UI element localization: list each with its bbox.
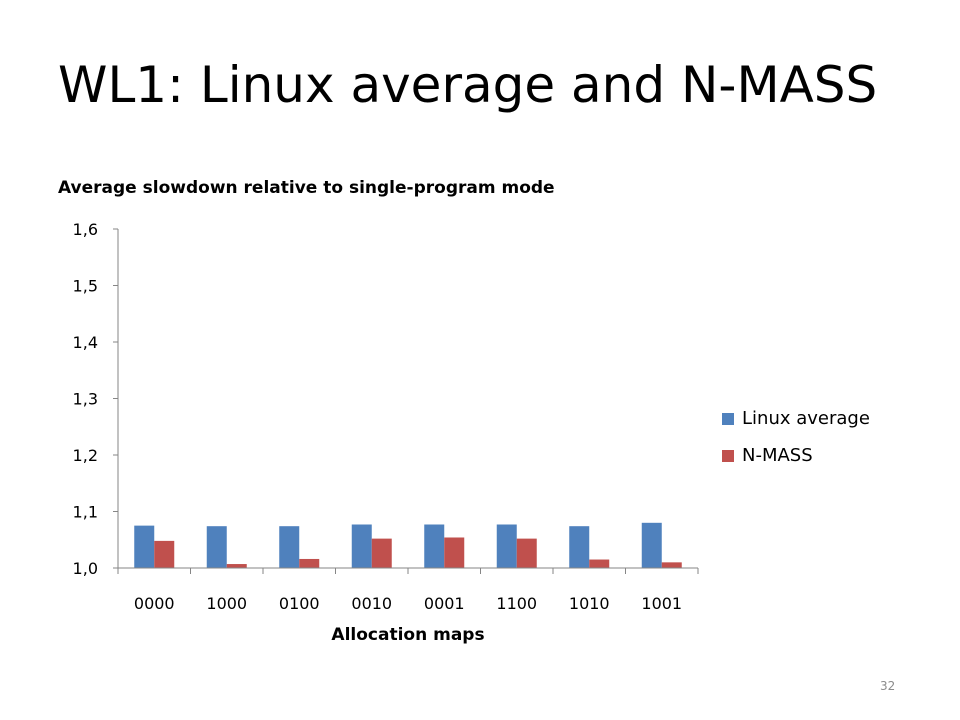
legend-swatch bbox=[722, 413, 734, 425]
chart-title: Average slowdown relative to single-prog… bbox=[58, 178, 555, 198]
bar-linux-average-1000 bbox=[206, 526, 227, 568]
bar-linux-average-1001 bbox=[641, 522, 662, 568]
x-tick-label: 0001 bbox=[424, 594, 465, 613]
legend: Linux average N-MASS bbox=[722, 408, 870, 466]
bar-n-mass-0100 bbox=[299, 558, 320, 568]
page-number: 32 bbox=[880, 679, 896, 693]
bar-linux-average-0100 bbox=[279, 526, 300, 568]
legend-swatch bbox=[722, 450, 734, 462]
bar-n-mass-1000 bbox=[226, 564, 247, 568]
bar-linux-average-1010 bbox=[569, 526, 590, 568]
y-tick-label: 1,4 bbox=[73, 333, 98, 352]
bar-n-mass-1010 bbox=[589, 559, 610, 568]
bar-n-mass-0010 bbox=[371, 538, 392, 568]
y-tick-label: 1,0 bbox=[73, 559, 98, 578]
slide-title: WL1: Linux average and N-MASS bbox=[58, 56, 878, 114]
x-tick-label: 0010 bbox=[351, 594, 392, 613]
x-tick-label: 1100 bbox=[496, 594, 537, 613]
x-ticks-group: 0000 1000 0100 0010 0001 1100 1010 1001 bbox=[117, 568, 699, 613]
bar-linux-average-0000 bbox=[134, 525, 155, 568]
legend-label: N-MASS bbox=[742, 445, 813, 466]
bars-group bbox=[134, 522, 682, 568]
bar-linux-average-1100 bbox=[496, 524, 517, 568]
x-tick-label: 1001 bbox=[641, 594, 682, 613]
bar-n-mass-0001 bbox=[444, 537, 465, 568]
bar-n-mass-1001 bbox=[661, 562, 682, 568]
x-axis-title: Allocation maps bbox=[331, 625, 484, 645]
y-tick-label: 1,1 bbox=[73, 503, 98, 522]
bar-linux-average-0001 bbox=[424, 524, 445, 568]
bar-n-mass-0000 bbox=[154, 540, 175, 568]
x-tick-label: 0000 bbox=[134, 594, 175, 613]
y-ticks-group: 1,0 1,1 1,2 1,3 1,4 1,5 1,6 bbox=[73, 220, 118, 578]
y-tick-label: 1,6 bbox=[73, 220, 98, 239]
y-tick-label: 1,2 bbox=[73, 446, 98, 465]
legend-label: Linux average bbox=[742, 408, 870, 429]
bar-linux-average-0010 bbox=[351, 524, 372, 568]
x-tick-label: 1000 bbox=[206, 594, 247, 613]
y-tick-label: 1,5 bbox=[73, 277, 98, 296]
y-tick-label: 1,3 bbox=[73, 390, 98, 409]
bar-n-mass-1100 bbox=[516, 538, 537, 568]
x-tick-label: 1010 bbox=[569, 594, 610, 613]
x-tick-label: 0100 bbox=[279, 594, 320, 613]
